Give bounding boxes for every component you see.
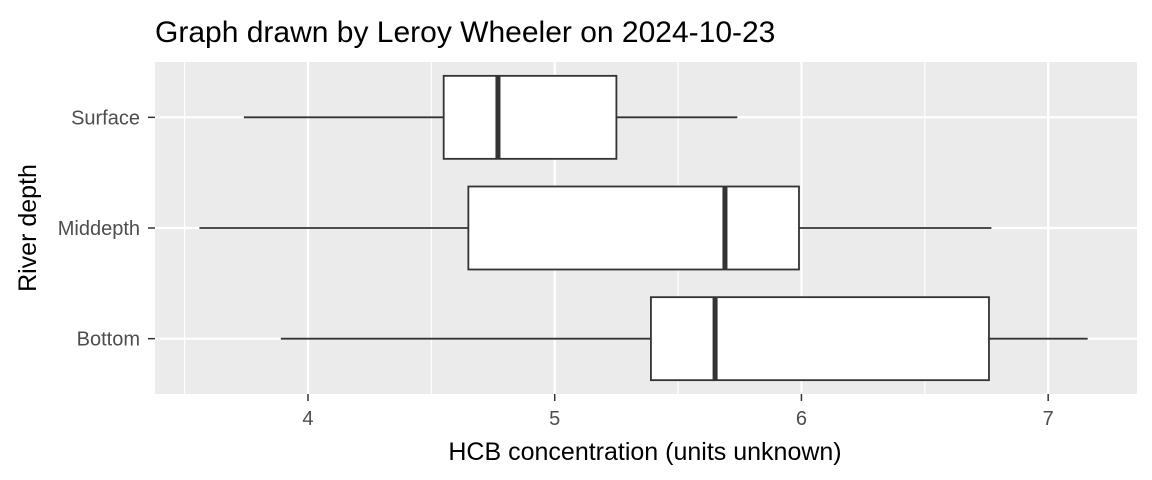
box-surface <box>243 74 738 160</box>
box-bottom <box>280 296 1088 382</box>
box-middepth <box>199 185 992 271</box>
axis-layer: 4 5 6 7 Surface Middepth Bottom <box>58 107 1054 430</box>
y-tick-label: Surface <box>71 107 140 129</box>
x-tick-label: 4 <box>302 408 313 430</box>
box-iqr <box>467 185 800 271</box>
box-layer <box>199 74 1088 382</box>
x-tick-label: 5 <box>549 408 560 430</box>
x-axis-title: HCB concentration (units unknown) <box>448 438 841 466</box>
x-tick-label: 6 <box>796 408 807 430</box>
y-tick-label: Bottom <box>77 329 140 351</box>
y-tick-label: Middepth <box>58 218 140 240</box>
box-iqr <box>442 74 618 160</box>
chart-title: Graph drawn by Leroy Wheeler on 2024-10-… <box>155 16 775 49</box>
y-axis-title: River depth <box>14 164 42 292</box>
box-iqr <box>650 296 990 382</box>
x-tick-label: 7 <box>1043 408 1054 430</box>
